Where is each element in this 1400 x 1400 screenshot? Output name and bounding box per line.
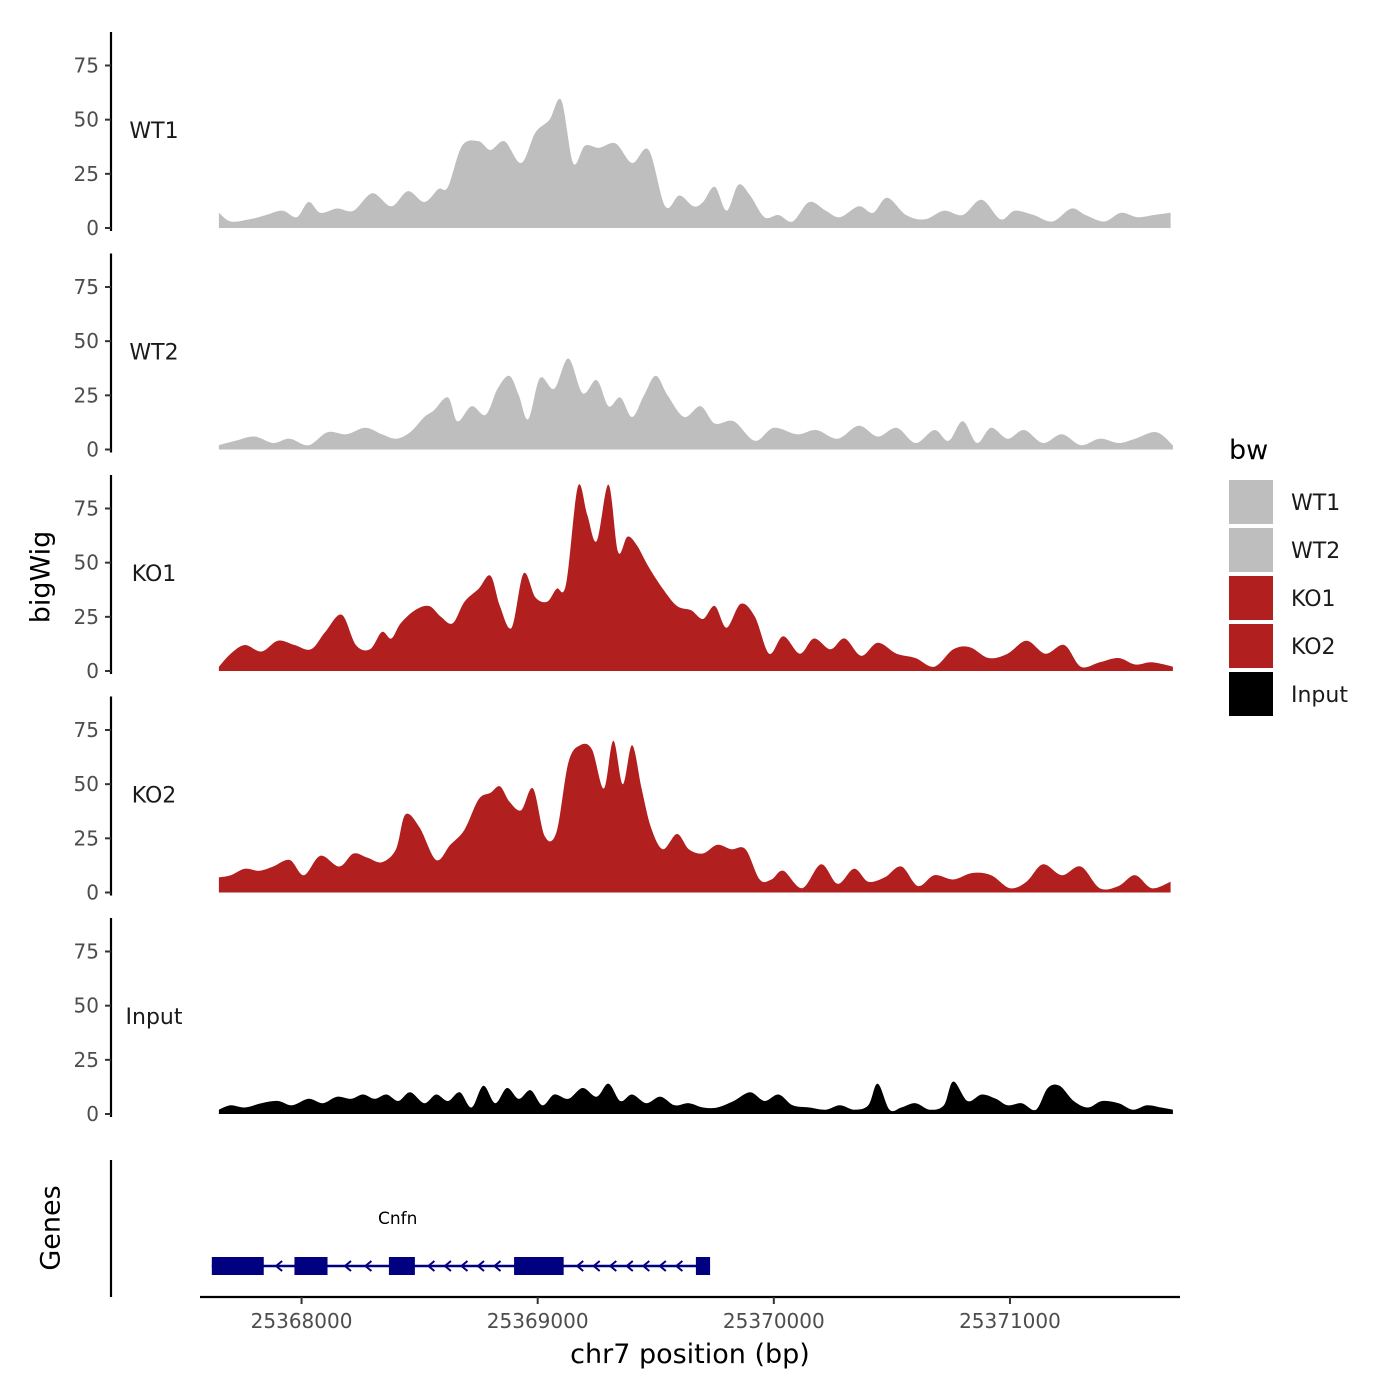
y-tick-label: 50: [74, 994, 99, 1018]
track-label-wt2: WT2: [129, 340, 178, 365]
strand-chevron: [625, 1260, 634, 1272]
gene-exon: [514, 1257, 564, 1275]
legend-label-ko1: KO1: [1291, 587, 1336, 612]
strand-chevron: [575, 1260, 584, 1272]
y-tick-label: 25: [74, 1048, 99, 1072]
strand-chevron: [658, 1260, 667, 1272]
legend-key-ko1: [1229, 576, 1273, 620]
legend-label-wt1: WT1: [1291, 491, 1340, 516]
area-ko1: [218, 484, 1173, 671]
track-label-ko2: KO2: [132, 783, 177, 808]
area-ko2: [218, 740, 1171, 893]
strand-chevron: [426, 1260, 436, 1272]
legend-key-wt1: [1229, 480, 1273, 524]
y-tick-label: 25: [74, 826, 99, 850]
gene-track: Genes Cnfn: [36, 1160, 711, 1297]
track-label-ko1: KO1: [132, 562, 177, 587]
strand-chevron: [492, 1260, 502, 1272]
strand-chevron: [343, 1260, 352, 1272]
gene-name-label: Cnfn: [378, 1209, 417, 1229]
area-wt1: [218, 98, 1171, 229]
gene-exon: [388, 1257, 415, 1275]
track-input: 0 25 50 75 Input: [74, 918, 1173, 1126]
track-wt2: 0 25 50 75 WT2: [74, 253, 1173, 462]
gene-cnfn: Cnfn: [211, 1209, 711, 1275]
y-tick-label: 75: [74, 275, 99, 299]
strand-chevron: [592, 1260, 601, 1272]
y-tick-label: 25: [74, 162, 99, 186]
x-tick-label: 25370000: [723, 1309, 825, 1333]
track-label-wt1: WT1: [129, 119, 178, 144]
legend: bw WT1 WT2 KO1 KO2 Input: [1229, 435, 1348, 716]
area-wt2: [218, 358, 1173, 450]
y-tick-label: 50: [74, 108, 99, 132]
y-tick-label: 75: [74, 718, 99, 742]
track-ko2: 0 25 50 75 KO2: [74, 696, 1171, 905]
strand-chevron: [476, 1260, 485, 1272]
y-tick-label: 50: [74, 551, 99, 575]
legend-label-ko2: KO2: [1291, 635, 1336, 660]
x-axis-title: chr7 position (bp): [570, 1339, 810, 1370]
legend-title: bw: [1229, 435, 1268, 466]
strand-chevron: [274, 1260, 283, 1272]
legend-key-input: [1229, 672, 1273, 716]
x-tick-label: 25368000: [251, 1309, 353, 1333]
y-tick-label: 0: [86, 438, 99, 462]
y-tick-label: 50: [74, 329, 99, 353]
legend-key-ko2: [1229, 624, 1273, 668]
strand-chevron: [641, 1260, 650, 1272]
track-wt1: 0 25 50 75 WT1: [74, 32, 1171, 240]
y-tick-label: 25: [74, 383, 99, 407]
y-tick-label: 0: [86, 659, 99, 683]
y-tick-label: 0: [86, 1102, 99, 1126]
area-input: [218, 1081, 1173, 1114]
gene-exon: [294, 1257, 328, 1275]
strand-chevron: [459, 1260, 469, 1272]
y-axis-title: bigWig: [26, 531, 57, 624]
y-tick-label: 0: [86, 881, 99, 905]
y-tick-label: 0: [86, 216, 99, 240]
x-tick-label: 25371000: [959, 1309, 1061, 1333]
legend-label-wt2: WT2: [1291, 539, 1340, 564]
strand-chevron: [363, 1260, 373, 1272]
y-tick-label: 75: [74, 497, 99, 521]
legend-label-input: Input: [1291, 683, 1348, 708]
genes-track-label: Genes: [36, 1185, 67, 1270]
y-tick-label: 75: [74, 54, 99, 78]
legend-key-wt2: [1229, 528, 1273, 572]
tracks-group: 0 25 50 75 WT1 0 25 50 75 WT2 0 25 50 75 KO1 0 25 50 75 KO2…: [74, 32, 1173, 1126]
x-axis: 25368000 25369000 25370000 25371000: [200, 1295, 1180, 1333]
track-ko1: 0 25 50 75 KO1: [74, 475, 1173, 683]
gene-exon: [211, 1257, 264, 1275]
track-label-input: Input: [126, 1005, 183, 1030]
strand-chevron: [443, 1260, 452, 1272]
x-tick-label: 25369000: [487, 1309, 589, 1333]
strand-chevron: [608, 1260, 617, 1272]
y-tick-label: 50: [74, 772, 99, 796]
gene-exon: [695, 1257, 711, 1275]
strand-chevron: [674, 1260, 684, 1272]
y-tick-label: 25: [74, 605, 99, 629]
y-tick-label: 75: [74, 940, 99, 964]
